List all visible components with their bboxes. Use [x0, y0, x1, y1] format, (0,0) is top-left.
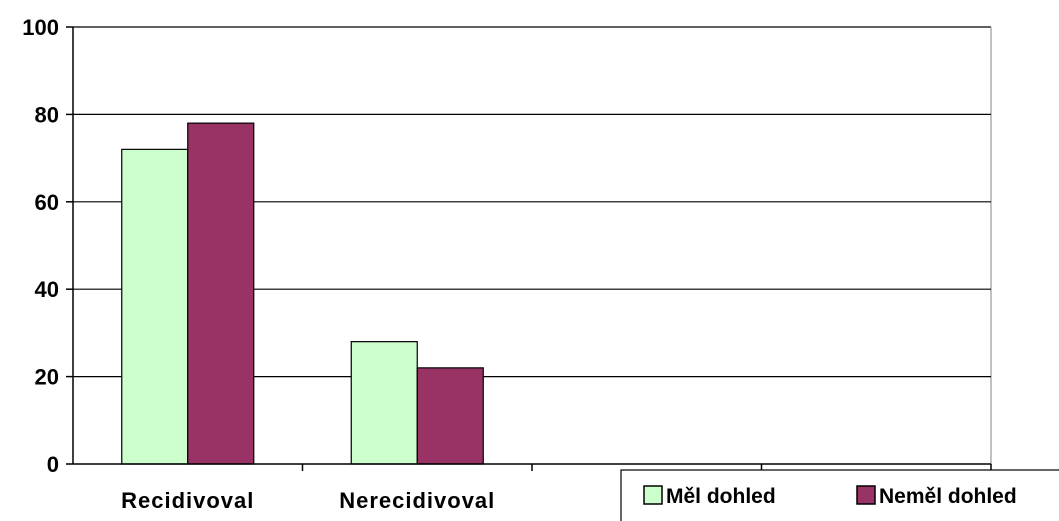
- y-axis-ticks: 0 20 40 60 80 100: [22, 15, 73, 477]
- bars: [121, 122, 484, 465]
- axes: [72, 27, 992, 471]
- bar-nerecidivoval-2: [416, 367, 484, 465]
- legend-label-1: Měl dohled: [666, 485, 776, 508]
- y-tick-label-60: 60: [35, 190, 59, 215]
- y-tick-label-100: 100: [22, 15, 59, 40]
- y-tick-label-20: 20: [35, 365, 59, 390]
- legend: Měl dohled Neměl dohled: [620, 469, 1059, 521]
- x-category-label-1: Recidivoval: [121, 488, 254, 513]
- legend-label-2: Neměl dohled: [879, 485, 1017, 508]
- legend-swatch-1: [643, 485, 663, 505]
- bar-nerecidivoval-1: [350, 341, 418, 465]
- legend-box: [620, 469, 1059, 521]
- bar-recidivoval-2: [187, 122, 255, 465]
- y-tick-label-80: 80: [35, 102, 59, 127]
- legend-swatch-2: [856, 485, 876, 505]
- y-tick-label-40: 40: [35, 277, 59, 302]
- bar-recidivoval-1: [121, 148, 189, 465]
- x-axis-labels: Recidivoval Nerecidivoval: [121, 488, 495, 513]
- x-category-label-2: Nerecidivoval: [339, 488, 495, 513]
- y-tick-label-0: 0: [47, 452, 59, 477]
